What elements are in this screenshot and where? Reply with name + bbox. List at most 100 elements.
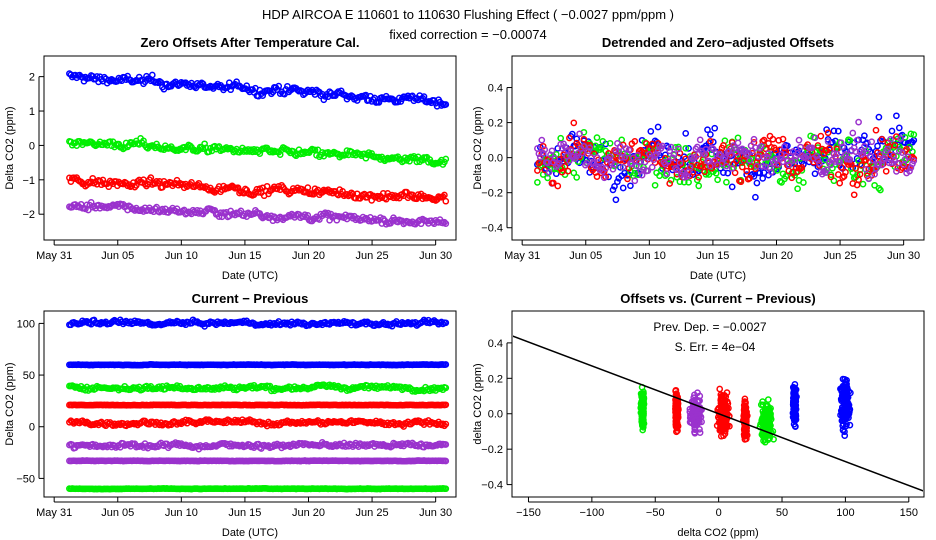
data-point <box>639 398 646 406</box>
data-point <box>685 145 692 152</box>
data-point <box>275 82 283 90</box>
x-axis-label: Date (UTC) <box>222 270 278 282</box>
data-point <box>691 428 698 436</box>
data-point <box>442 485 450 493</box>
data-point <box>711 124 719 132</box>
y-tick-label: −0.2 <box>481 444 503 456</box>
data-point <box>618 154 626 161</box>
cluster-0 <box>637 383 648 434</box>
data-point <box>439 193 447 200</box>
data-point <box>669 154 676 162</box>
data-point <box>691 425 699 432</box>
data-point <box>86 179 94 187</box>
data-point <box>664 158 672 165</box>
x-axis-label: Date (UTC) <box>690 270 746 282</box>
y-tick-label: −1 <box>22 175 35 187</box>
data-point <box>576 130 583 138</box>
data-point <box>869 156 877 164</box>
x-tick-label: Jun 25 <box>356 250 389 262</box>
x-tick-label: Jun 15 <box>228 507 261 519</box>
data-point <box>721 154 729 161</box>
data-point <box>619 184 627 192</box>
data-point <box>442 361 450 368</box>
data-point <box>760 154 768 161</box>
data-point <box>877 186 884 194</box>
data-point <box>734 152 742 160</box>
data-point <box>894 159 902 167</box>
data-point <box>667 176 675 184</box>
data-point <box>648 140 656 148</box>
x-tick-label: Jun 05 <box>101 507 134 519</box>
cluster-2 <box>686 389 705 437</box>
data-point <box>624 150 631 157</box>
data-point <box>682 155 690 163</box>
data-point <box>619 163 627 171</box>
data-point <box>779 135 787 143</box>
series-red-high <box>66 401 450 409</box>
data-point <box>365 217 373 225</box>
y-tick-label: 50 <box>23 370 35 382</box>
data-point <box>209 384 217 392</box>
data-point <box>579 149 586 157</box>
data-point <box>676 178 684 186</box>
y-tick-label: −0.4 <box>481 480 503 492</box>
data-point <box>842 168 849 176</box>
data-point <box>307 147 315 154</box>
series-red-low <box>66 416 450 430</box>
y-tick-label: 0 <box>29 422 35 434</box>
data-point <box>657 167 665 174</box>
data-point <box>731 169 739 177</box>
data-point <box>544 174 551 182</box>
data-point <box>441 218 448 226</box>
data-point <box>634 151 642 159</box>
data-point <box>872 126 880 134</box>
data-point <box>667 143 675 151</box>
data-point <box>555 159 563 167</box>
series-purple <box>534 118 918 185</box>
x-tick-label: Jun 30 <box>419 507 452 519</box>
data-point <box>888 127 896 135</box>
chart-title: Current − Previous <box>192 291 309 306</box>
data-point <box>122 76 130 83</box>
data-point <box>893 168 900 175</box>
data-point <box>714 176 721 184</box>
data-point <box>227 86 235 94</box>
data-point <box>746 157 753 164</box>
x-tick-label: Jun 20 <box>760 250 793 262</box>
data-point <box>253 185 261 193</box>
data-point <box>641 138 649 146</box>
data-point <box>624 175 631 183</box>
y-tick-label: 0 <box>29 140 35 152</box>
data-point <box>834 127 842 135</box>
data-point <box>256 150 264 157</box>
x-tick-label: 100 <box>836 507 854 519</box>
data-point <box>850 191 858 199</box>
data-point <box>712 169 720 177</box>
y-axis-label: Delta CO2 (ppm) <box>4 106 16 189</box>
data-point <box>273 440 281 448</box>
data-point <box>707 137 714 145</box>
data-point <box>720 142 727 149</box>
data-point <box>720 169 727 176</box>
data-point <box>784 157 791 165</box>
data-point <box>906 167 913 175</box>
data-point <box>561 163 569 170</box>
data-point <box>727 151 735 158</box>
data-points <box>513 335 923 492</box>
cluster-4 <box>739 395 751 443</box>
data-point <box>616 164 624 171</box>
y-tick-label: 2 <box>29 72 35 84</box>
data-point <box>108 178 115 186</box>
data-point <box>707 131 714 138</box>
x-axis-label: Date (UTC) <box>222 527 278 539</box>
data-point <box>701 168 708 176</box>
data-point <box>882 167 890 175</box>
data-point <box>186 142 194 150</box>
data-point <box>910 157 918 165</box>
data-point <box>855 118 862 126</box>
data-point <box>903 145 910 153</box>
data-point <box>875 161 883 168</box>
y-tick-label: −0.2 <box>481 188 503 200</box>
data-point <box>442 420 450 428</box>
data-point <box>442 155 450 163</box>
